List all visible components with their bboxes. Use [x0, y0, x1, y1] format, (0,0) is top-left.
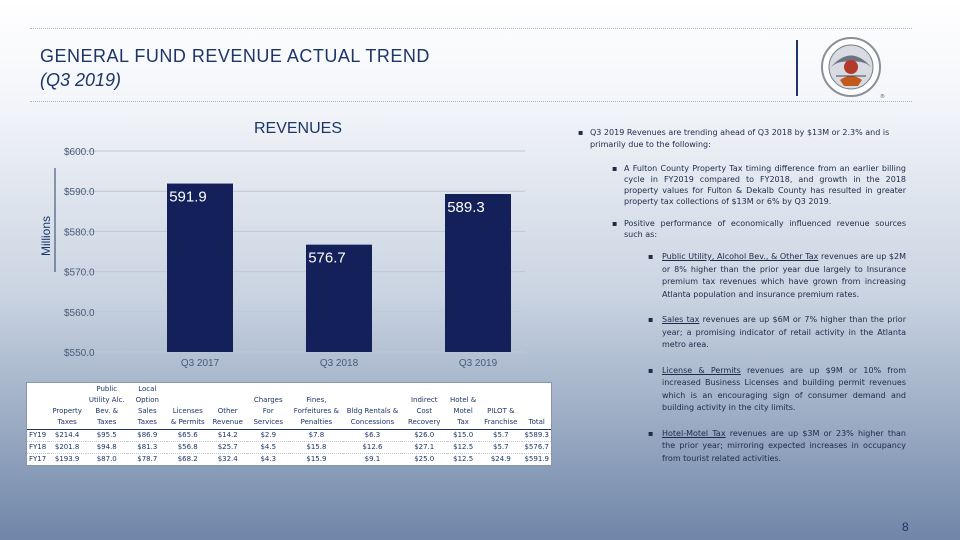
y-axis-label: Millions	[39, 216, 53, 256]
table-cell: $6.3	[343, 429, 402, 442]
bar-data-label: 576.7	[308, 250, 346, 267]
table-cell: $576.7	[522, 441, 551, 454]
x-tick-label: Q3 2017	[181, 358, 220, 369]
chart-title: REVENUES	[254, 120, 342, 137]
table-cell: $26.0	[401, 429, 448, 442]
table-cell: $214.4	[48, 429, 87, 442]
table-header: Fines, Forfeitures & Penalties	[289, 383, 344, 430]
bar-data-label: 589.3	[447, 199, 485, 216]
table-header: Total	[522, 383, 551, 430]
table-header: Licenses & Permits	[167, 383, 209, 430]
table-cell: $25.7	[208, 441, 248, 454]
table-cell: $9.1	[343, 453, 402, 465]
table-cell: $24.9	[479, 453, 523, 465]
city-seal-icon: ®	[821, 37, 885, 100]
table-row: FY19 $214.4 $95.5 $86.9 $65.6 $14.2 $2.9 $7.8 $6…	[27, 429, 551, 442]
table-header: Hotel & Motel Tax	[447, 383, 480, 430]
table-cell: $95.5	[86, 429, 128, 442]
table-cell: $14.2	[208, 429, 248, 442]
table-cell: $65.6	[167, 429, 209, 442]
table-cell: $68.2	[167, 453, 209, 465]
bar-data-label: 591.9	[169, 189, 207, 206]
y-tick-label: $560.0	[64, 308, 95, 319]
table-header: Public Utility Alc. Bev. & Taxes	[86, 383, 128, 430]
header-divider	[796, 40, 798, 96]
table-cell: $27.1	[401, 441, 448, 454]
table-cell: $589.3	[522, 429, 551, 442]
table-cell: $78.7	[127, 453, 168, 465]
table-cell: FY18	[27, 441, 49, 454]
table-cell: FY17	[27, 453, 49, 465]
revenue-bar-chart: REVENUES Millions $550.0 $560.0 $570.0 $580…	[39, 120, 525, 369]
revenue-table: Property Taxes Public Utility Alc. Bev. &…	[26, 382, 552, 466]
table-cell: $7.8	[289, 429, 344, 442]
table-cell: $2.9	[247, 429, 290, 442]
table-cell: $15.0	[447, 429, 480, 442]
note-license-permits: ▪ License & Permits revenues are up $9M o…	[648, 365, 906, 413]
table-cell: $591.9	[522, 453, 551, 465]
note-public-utility: ▪ Public Utility, Alcohol Bev., & Other T…	[648, 252, 906, 299]
table-cell: FY19	[27, 429, 49, 442]
table-cell: $12.5	[447, 453, 480, 465]
table-header: Other Revenue	[208, 383, 248, 430]
table-cell: $56.8	[167, 441, 209, 454]
table-header: Charges For Services	[247, 383, 290, 430]
svg-text:®: ®	[880, 93, 885, 100]
table-row: FY18 $201.8 $94.8 $81.3 $56.8 $25.7 $4.5 $15.8 $…	[27, 441, 551, 454]
note-fulton-property-tax: ▪ A Fulton County Property Tax timing dif…	[612, 164, 906, 206]
note-positive-performance: ▪ Positive performance of economically in…	[612, 219, 906, 239]
table-row: FY17 $193.9 $87.0 $78.7 $68.2 $32.4 $4.3 $15.9 $…	[27, 453, 551, 465]
x-tick-label: Q3 2018	[320, 358, 359, 369]
table-cell: $32.4	[208, 453, 248, 465]
table-cell: $86.9	[127, 429, 168, 442]
table-cell: $15.9	[289, 453, 344, 465]
note-sales-tax: ▪ Sales tax revenues are up $6M or 7% hig…	[648, 315, 906, 349]
bar-q3-2018	[306, 244, 372, 352]
y-tick-label: $580.0	[64, 227, 95, 238]
table-cell: $4.3	[247, 453, 290, 465]
header-bottom-rule	[30, 101, 912, 102]
y-tick-label: $600.0	[64, 147, 95, 158]
table-cell: $25.0	[401, 453, 448, 465]
table-header	[27, 383, 49, 430]
table-cell: $81.3	[127, 441, 168, 454]
y-tick-label: $550.0	[64, 348, 95, 359]
page-number: 8	[902, 520, 909, 534]
table-header: Local Option Sales Taxes	[127, 383, 168, 430]
table-cell: $87.0	[86, 453, 128, 465]
header-top-rule	[30, 28, 912, 29]
table-cell: $94.8	[86, 441, 128, 454]
page-title: GENERAL FUND REVENUE ACTUAL TREND	[40, 46, 430, 66]
x-tick-label: Q3 2019	[459, 358, 498, 369]
table-header: Indirect Cost Recovery	[401, 383, 448, 430]
note-hotel-motel-tax: ▪ Hotel-Motel Tax revenues are up $3M or …	[648, 428, 907, 463]
table-header: Bldg Rentals & Concessions	[343, 383, 402, 430]
bar-q3-2019	[445, 194, 511, 352]
note-intro: ▪ Q3 2019 Revenues are trending ahead of …	[578, 128, 890, 149]
revenue-notes: ▪ Q3 2019 Revenues are trending ahead of …	[578, 127, 906, 478]
table-cell: $4.5	[247, 441, 290, 454]
table-cell: $15.8	[289, 441, 344, 454]
table-header: PILOT & Franchise	[479, 383, 523, 430]
table-cell: $5.7	[479, 429, 523, 442]
table-header: Property Taxes	[48, 383, 87, 430]
bar-q3-2017	[167, 183, 233, 352]
table-cell: $193.9	[48, 453, 87, 465]
page-subtitle: (Q3 2019)	[40, 70, 122, 90]
table-cell: $201.8	[48, 441, 87, 454]
table-cell: $12.6	[343, 441, 402, 454]
y-tick-label: $570.0	[64, 268, 95, 279]
table-cell: $5.7	[479, 441, 523, 454]
y-tick-label: $590.0	[64, 187, 95, 198]
table-cell: $12.5	[447, 441, 480, 454]
